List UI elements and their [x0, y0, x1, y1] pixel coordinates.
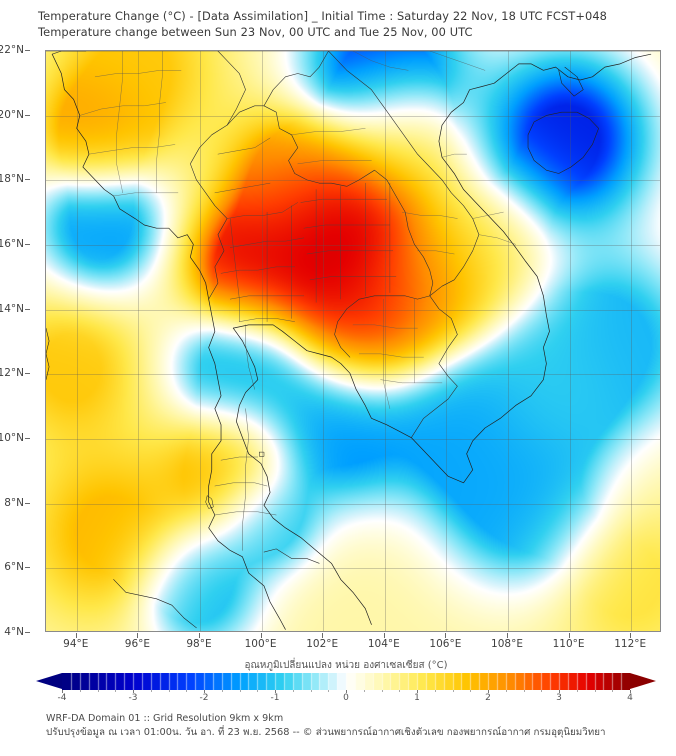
footer-model-info: WRF-DA Domain 01 :: Grid Resolution 9km … [46, 713, 284, 724]
y-axis-tick [25, 502, 30, 504]
colorbar-tick-label: 2 [485, 693, 491, 703]
y-axis-tick-label: 8°N [4, 496, 24, 509]
colorbar-minor-tick [381, 690, 383, 692]
colorbar-tick-label: 1 [414, 693, 420, 703]
colorbar-minor-tick [310, 690, 312, 692]
colorbar-minor-tick [79, 690, 81, 692]
colorbar-tick [204, 690, 205, 693]
y-axis-tick [25, 179, 30, 181]
colorbar-extend-low [36, 673, 62, 689]
x-axis-tick-label: 110°E [552, 638, 585, 650]
x-axis-tick-label: 108°E [491, 638, 523, 650]
colorbar-minor-tick [97, 690, 99, 692]
x-axis-tick [137, 633, 139, 638]
colorbar-minor-tick [186, 690, 188, 692]
x-axis-tick [75, 633, 77, 638]
colorbar-minor-tick [452, 690, 454, 692]
x-axis-tick [630, 633, 632, 638]
y-axis-tick [25, 373, 30, 375]
x-axis-tick-label: 98°E [186, 638, 212, 650]
y-axis-tick-label: 10°N [0, 432, 24, 444]
colorbar-minor-tick [576, 690, 578, 692]
colorbar-minor-tick [399, 690, 401, 692]
y-axis-tick [25, 244, 30, 245]
colorbar-minor-tick [363, 690, 365, 692]
colorbar-minor-tick [150, 690, 152, 692]
colorbar-tick [62, 690, 63, 693]
colorbar-minor-tick [612, 690, 614, 692]
colorbar-minor-tick [470, 690, 472, 692]
colorbar: อุณหภูมิเปลี่ยนแปลง หน่วย องศาเซลเซียส (… [36, 658, 656, 704]
colorbar-gradient [62, 673, 630, 690]
colorbar-minor-tick [239, 690, 241, 692]
colorbar-tick [417, 690, 418, 693]
y-axis-tick [25, 114, 30, 116]
y-axis-tick-label: 6°N [4, 561, 24, 574]
x-axis-tick-label: 104°E [367, 638, 400, 650]
x-axis-tick [383, 633, 385, 638]
colorbar-minor-tick [523, 690, 525, 692]
page-title: Temperature Change (°C) - [Data Assimila… [38, 9, 608, 23]
colorbar-strip-row [36, 673, 656, 690]
colorbar-tick [346, 690, 347, 693]
colorbar-minor-tick [292, 690, 294, 692]
colorbar-minor-tick [541, 690, 543, 692]
colorbar-tick-label: -1 [270, 693, 280, 703]
colorbar-tick-label: 4 [627, 693, 633, 703]
colorbar-minor-tick [257, 690, 259, 692]
y-axis-tick-label: 12°N [0, 367, 24, 380]
colorbar-minor-tick [168, 690, 170, 692]
x-axis-tick-label: 102°E [306, 638, 339, 650]
y-axis-tick [25, 567, 30, 569]
colorbar-tick-label: -3 [128, 693, 138, 703]
y-axis-tick [25, 438, 30, 439]
y-axis-tick-label: 18°N [0, 173, 24, 186]
y-axis-tick-label: 22°N [0, 44, 24, 56]
y-axis-labels: 4°N 6°N 8°N 10°N 12°N 14°N 16°N 18°N 20°N 22°N [0, 0, 45, 756]
colorbar-extend-high [630, 673, 656, 689]
colorbar-tick-label: 3 [556, 693, 562, 703]
x-axis-tick-label: 100°E [244, 638, 277, 650]
colorbar-tick [488, 690, 489, 693]
y-axis-tick [25, 50, 30, 51]
chart-title-block: Temperature Change (°C) - [Data Assimila… [38, 8, 668, 40]
footer-credit: ปรับปรุงข้อมูล ณ เวลา 01:00น. วัน อา. ที… [46, 727, 606, 738]
colorbar-minor-tick [221, 690, 223, 692]
colorbar-tick-label: -2 [199, 693, 209, 703]
colorbar-label: อุณหภูมิเปลี่ยนแปลง หน่วย องศาเซลเซียส (… [244, 660, 448, 671]
x-axis-tick [322, 633, 324, 638]
colorbar-tick-label: 0 [343, 693, 349, 703]
y-axis-tick [25, 308, 30, 310]
x-axis-tick [445, 633, 447, 638]
x-axis-tick [199, 633, 200, 638]
colorbar-tick [275, 690, 276, 693]
y-axis-tick-label: 16°N [0, 238, 24, 250]
footer-block: WRF-DA Domain 01 :: Grid Resolution 9km … [46, 712, 666, 740]
x-axis-tick-label: 94°E [63, 638, 89, 650]
y-axis-tick-label: 14°N [0, 302, 24, 315]
colorbar-minor-tick [434, 690, 436, 692]
y-axis-tick-label: 20°N [0, 108, 24, 121]
colorbar-minor-tick [328, 690, 330, 692]
page-subtitle: Temperature change between Sun 23 Nov, 0… [38, 25, 473, 39]
y-axis-tick [25, 632, 30, 633]
colorbar-minor-tick [115, 690, 117, 692]
x-axis-tick [568, 633, 570, 638]
x-axis-tick-label: 112°E [614, 638, 647, 650]
x-axis-tick-label: 106°E [429, 638, 462, 650]
y-axis-tick-label: 4°N [4, 626, 24, 638]
colorbar-tick [630, 690, 631, 693]
colorbar-tick [559, 690, 560, 693]
colorbar-tick [133, 690, 134, 693]
colorbar-minor-tick [594, 690, 596, 692]
x-axis-tick-label: 96°E [124, 638, 151, 650]
colorbar-minor-tick [505, 690, 507, 692]
colorbar-ticks: -4 -3 -2 -1 0 1 2 3 4 [36, 690, 656, 704]
x-axis-tick [507, 633, 508, 638]
colorbar-tick-label: -4 [57, 693, 67, 703]
x-axis-tick [260, 633, 262, 638]
